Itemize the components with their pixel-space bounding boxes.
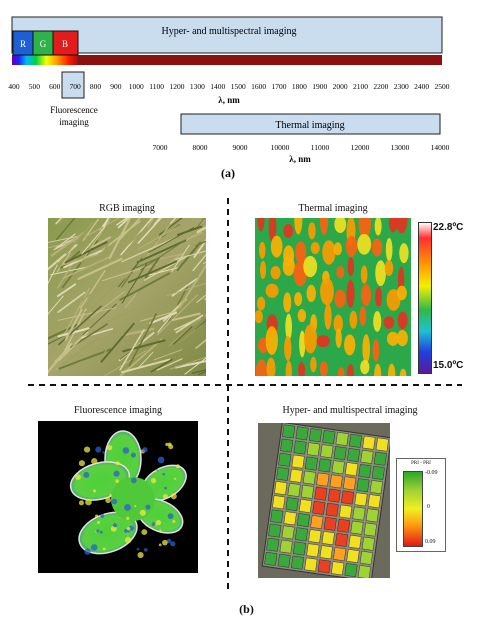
thermal-band-label: Thermal imaging xyxy=(275,120,344,131)
rgb-wheat-image xyxy=(48,218,206,376)
hyper-field-image xyxy=(258,423,390,578)
wavelength-tick-label: 500 xyxy=(29,82,41,91)
infrared-spectrum-bar xyxy=(78,55,442,65)
wavelength-tick-label: 700 xyxy=(70,82,82,91)
pri-tick-top: -0.09 xyxy=(425,470,438,476)
hyper-band-label: Hyper- and multispectral imaging xyxy=(161,26,296,37)
wavelength-tick-label: 1700 xyxy=(271,82,286,91)
wavelength-tick-label: 400 xyxy=(8,82,20,91)
wavelength-tick-label: 900 xyxy=(110,82,122,91)
rgb-pane-title: RGB imaging xyxy=(99,203,155,214)
wavelength-tick-label: 2200 xyxy=(373,82,388,91)
wavelength-tick-label: 1300 xyxy=(190,82,205,91)
pri-colorbar xyxy=(403,471,423,547)
fluorescence-plant-image xyxy=(38,421,198,573)
pri-legend: PRI - PRI -0.09 0 0.09 xyxy=(396,458,446,552)
thermal-tick-label: 11000 xyxy=(311,143,330,152)
b-box xyxy=(52,30,79,56)
thermal-axis-label: λ, nm xyxy=(289,154,311,164)
wavelength-tick-label: 2000 xyxy=(333,82,348,91)
r-box-label: R xyxy=(20,39,26,49)
wavelength-tick-label: 2500 xyxy=(435,82,450,91)
thermal-colorbar xyxy=(418,222,432,374)
wavelength-tick-label: 1600 xyxy=(251,82,266,91)
wavelength-tick-label: 600 xyxy=(49,82,61,91)
fluorescence-range-box xyxy=(61,71,85,99)
thermal-field-image xyxy=(255,218,411,376)
g-box-label: G xyxy=(40,39,47,49)
wavelength-tick-label: 1200 xyxy=(170,82,185,91)
thermal-min-label: 15.0ºC xyxy=(433,360,464,371)
pri-tick-bottom: 0.09 xyxy=(425,539,436,545)
thermal-tick-label: 10000 xyxy=(271,143,290,152)
wavelength-tick-label: 1100 xyxy=(149,82,164,91)
spectrum-diagram: Hyper- and multispectral imaging R G B 4… xyxy=(8,16,450,180)
thermal-axis-ticks: 7000 8000 9000 10000 11000 12000 13000 14000 xyxy=(153,143,450,152)
wavelength-tick-label: 800 xyxy=(90,82,102,91)
thermal-tick-label: 13000 xyxy=(391,143,410,152)
wavelength-tick-label: 2400 xyxy=(414,82,429,91)
caption-b: (b) xyxy=(239,602,254,616)
thermal-tick-label: 12000 xyxy=(351,143,370,152)
caption-a: (a) xyxy=(221,166,235,180)
hyper-pane-title: Hyper- and multispectral imaging xyxy=(282,405,418,416)
thermal-tick-label: 14000 xyxy=(431,143,450,152)
pri-tick-mid: 0 xyxy=(427,504,430,510)
wavelength-tick-label: 1900 xyxy=(312,82,327,91)
thermal-max-label: 22.8ºC xyxy=(433,222,464,233)
wavelength-axis-label: λ, nm xyxy=(218,95,240,105)
wavelength-tick-label: 1400 xyxy=(210,82,225,91)
thermal-tick-label: 8000 xyxy=(193,143,208,152)
thermal-pane-title: Thermal imaging xyxy=(298,203,368,214)
wavelength-tick-label: 1000 xyxy=(129,82,144,91)
fluorescence-pane-title: Fluorescence imaging xyxy=(73,405,163,416)
pri-legend-title: PRI - PRI xyxy=(411,461,431,466)
wavelength-tick-label: 2300 xyxy=(394,82,409,91)
fluorescence-label-line1: Fluorescence xyxy=(50,105,97,115)
thermal-tick-label: 9000 xyxy=(233,143,248,152)
wavelength-tick-label: 1800 xyxy=(292,82,307,91)
wavelength-tick-label: 2100 xyxy=(353,82,368,91)
b-box-label: B xyxy=(62,39,68,49)
hyper-band xyxy=(11,16,443,54)
fluorescence-label-line2: imaging xyxy=(59,117,89,127)
visible-spectrum-bar xyxy=(12,55,78,65)
wavelength-tick-label: 1500 xyxy=(231,82,246,91)
wavelength-axis-ticks: 400 500 600 700 800 900 1000 1100 1200 1300 1400 15… xyxy=(8,82,449,91)
thermal-tick-label: 7000 xyxy=(153,143,168,152)
thermal-band xyxy=(180,113,441,135)
